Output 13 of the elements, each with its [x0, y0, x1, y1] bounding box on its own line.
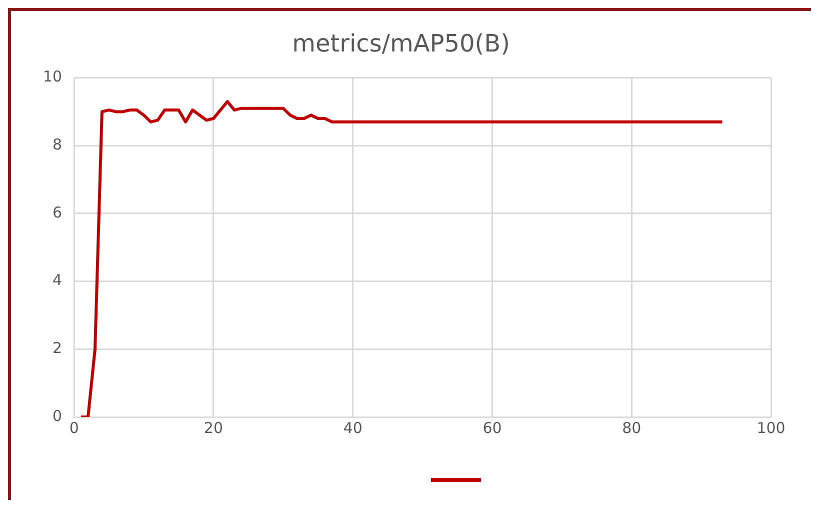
x-tick-label: 20 — [204, 418, 224, 437]
x-tick-label: 60 — [482, 418, 502, 437]
chart-title: metrics/mAP50(B) — [292, 30, 510, 58]
x-tick-label: 100 — [756, 418, 786, 437]
y-tick-label: 2 — [52, 339, 62, 358]
y-tick-label: 8 — [52, 136, 62, 154]
y-tick-label: 10 — [42, 68, 62, 86]
y-tick-label: 4 — [52, 271, 62, 290]
y-tick-label: 0 — [52, 406, 62, 425]
y-tick-label: 6 — [52, 203, 62, 222]
x-tick-label: 80 — [622, 418, 642, 437]
x-tick-label: 0 — [69, 418, 79, 437]
x-tick-label: 40 — [343, 418, 362, 437]
